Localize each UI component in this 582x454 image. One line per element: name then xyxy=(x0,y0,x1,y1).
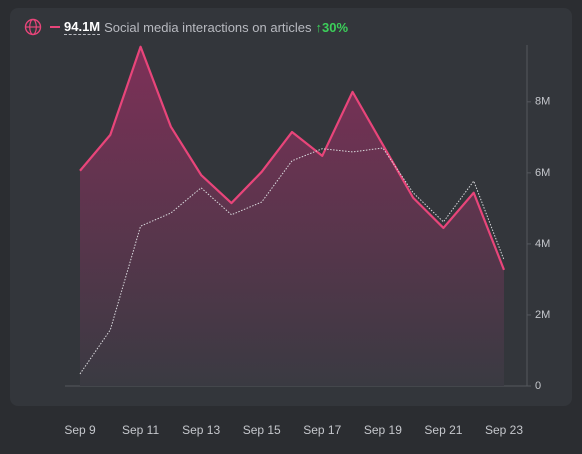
total[interactable]: 94.1M xyxy=(64,19,101,35)
y-tick-label: 6M xyxy=(535,167,550,179)
y-tick-label: 8M xyxy=(535,96,550,108)
x-tick-label: Sep 9 xyxy=(64,423,96,437)
y-tick-label: 0 xyxy=(535,380,541,392)
x-tick-label: Sep 11 xyxy=(122,423,159,437)
x-tick-label: Sep 23 xyxy=(485,423,523,437)
line xyxy=(79,45,506,271)
x-tick-label: Sep 15 xyxy=(243,423,281,437)
x-tick-label: Sep 13 xyxy=(182,423,220,437)
y-tick-label: 2M xyxy=(535,309,550,321)
x-tick-label: Sep 17 xyxy=(303,423,341,437)
globe-icon xyxy=(24,18,42,36)
title: Social media interactions on articles xyxy=(104,19,312,35)
y-tick-label: 4M xyxy=(535,238,550,250)
header: 94.1M Social media interactions on artic… xyxy=(24,17,348,37)
x-tick-label: Sep 19 xyxy=(364,423,402,437)
line xyxy=(79,147,505,375)
area xyxy=(80,46,504,387)
change: ↑30% xyxy=(315,19,349,35)
x-tick-label: Sep 21 xyxy=(424,423,462,437)
legend-swatch xyxy=(50,26,60,28)
